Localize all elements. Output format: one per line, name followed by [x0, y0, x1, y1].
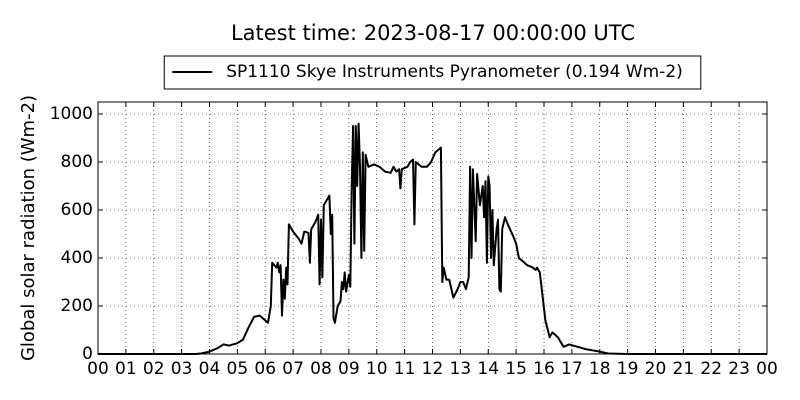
- x-tick-label: 20: [645, 359, 667, 379]
- x-tick-label: 17: [561, 359, 583, 379]
- x-tick-label: 06: [254, 359, 276, 379]
- y-tick-label: 600: [61, 200, 93, 220]
- y-axis-label: Global solar radiation (Wm-2): [18, 95, 39, 361]
- x-tick-label: 21: [673, 359, 695, 379]
- plot-area: [98, 102, 767, 354]
- y-tick-label: 1000: [50, 104, 93, 124]
- x-tick-label: 13: [450, 359, 472, 379]
- x-tick-label: 08: [310, 359, 332, 379]
- x-tick-label: 07: [282, 359, 304, 379]
- y-tick-label: 400: [61, 248, 93, 268]
- x-tick-label: 23: [728, 359, 750, 379]
- plot-frame: [97, 101, 768, 355]
- x-tick-label: 19: [617, 359, 639, 379]
- x-tick-label: 03: [171, 359, 193, 379]
- x-tick-label: 22: [700, 359, 722, 379]
- legend-label: SP1110 Skye Instruments Pyranometer (0.1…: [226, 62, 683, 82]
- x-tick-label: 02: [143, 359, 165, 379]
- x-tick-label: 16: [533, 359, 555, 379]
- x-tick-label: 00: [756, 359, 778, 379]
- x-tick-label: 10: [366, 359, 388, 379]
- x-tick-label: 09: [338, 359, 360, 379]
- x-tick-label: 04: [199, 359, 221, 379]
- y-tick-label: 800: [61, 152, 93, 172]
- x-tick-label: 00: [87, 359, 109, 379]
- legend: SP1110 Skye Instruments Pyranometer (0.1…: [163, 55, 702, 90]
- x-tick-label: 01: [115, 359, 137, 379]
- x-tick-label: 15: [505, 359, 527, 379]
- chart-title: Latest time: 2023-08-17 00:00:00 UTC: [231, 21, 635, 45]
- y-tick-label: 0: [82, 344, 93, 364]
- x-tick-label: 05: [227, 359, 249, 379]
- legend-box: [163, 55, 702, 90]
- y-tick-label: 200: [61, 296, 93, 316]
- x-tick-label: 18: [589, 359, 611, 379]
- data-line: [98, 122, 767, 355]
- x-tick-label: 12: [422, 359, 444, 379]
- x-tick-label: 11: [394, 359, 416, 379]
- x-tick-label: 14: [477, 359, 499, 379]
